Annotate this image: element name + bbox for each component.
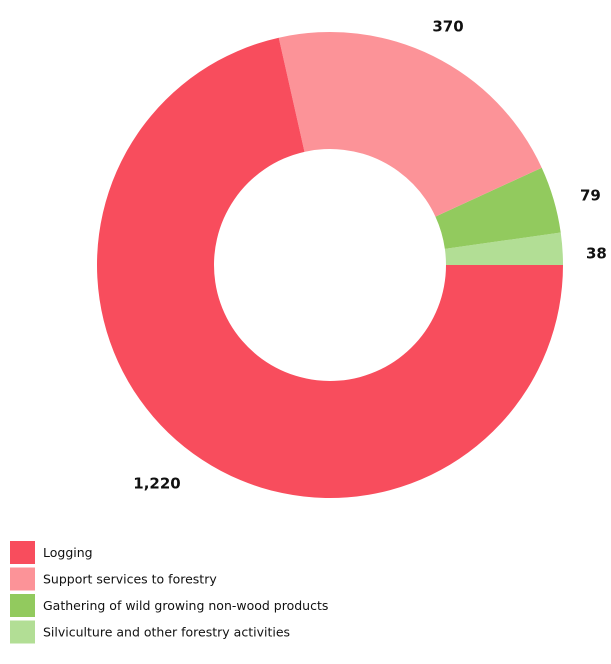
legend-label-support-services: Support services to forestry xyxy=(43,572,217,587)
legend-label-silviculture: Silviculture and other forestry activiti… xyxy=(43,625,290,640)
data-label-silviculture: 38 xyxy=(586,245,607,263)
legend-swatch-logging xyxy=(10,541,35,564)
legend-swatch-gathering-non-wood xyxy=(10,594,35,617)
data-labels: 38 79 370 1,220 xyxy=(133,18,607,493)
data-label-gathering-non-wood: 79 xyxy=(580,187,601,205)
donut-slices xyxy=(97,31,563,498)
legend-label-gathering-non-wood: Gathering of wild growing non-wood produ… xyxy=(43,598,328,613)
slice-silviculture xyxy=(444,232,563,265)
slice-gathering-non-wood xyxy=(435,167,561,249)
legend-swatch-support-services xyxy=(10,567,35,591)
slice-logging xyxy=(97,37,563,498)
slice-support-services xyxy=(278,31,542,217)
legend-swatch-silviculture xyxy=(10,620,35,644)
data-label-logging: 1,220 xyxy=(133,475,180,493)
legend-label-logging: Logging xyxy=(43,545,93,560)
data-label-support-services: 370 xyxy=(432,18,463,36)
legend: Logging Support services to forestry Gathe… xyxy=(10,541,328,644)
